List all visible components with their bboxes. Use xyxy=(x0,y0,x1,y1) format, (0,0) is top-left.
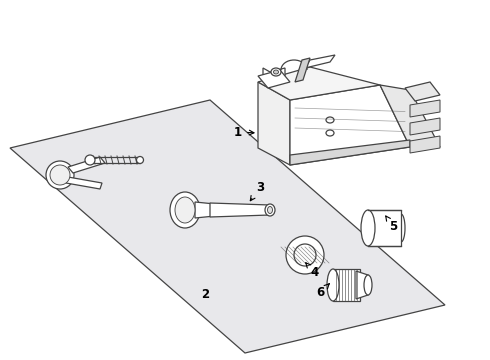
Ellipse shape xyxy=(265,204,275,216)
Polygon shape xyxy=(290,140,410,165)
Polygon shape xyxy=(305,55,335,68)
Polygon shape xyxy=(210,203,270,217)
Ellipse shape xyxy=(364,275,372,295)
Text: 4: 4 xyxy=(306,263,319,279)
Ellipse shape xyxy=(85,155,95,165)
Polygon shape xyxy=(410,118,440,135)
Polygon shape xyxy=(333,269,360,301)
Polygon shape xyxy=(195,202,215,218)
Polygon shape xyxy=(356,271,368,299)
Ellipse shape xyxy=(273,70,278,74)
Polygon shape xyxy=(405,82,440,101)
Polygon shape xyxy=(66,177,102,189)
Polygon shape xyxy=(410,136,440,153)
Ellipse shape xyxy=(175,197,195,223)
Polygon shape xyxy=(368,210,401,246)
Text: 3: 3 xyxy=(250,180,264,201)
Ellipse shape xyxy=(326,117,334,123)
Ellipse shape xyxy=(327,269,339,301)
Polygon shape xyxy=(258,70,290,88)
Ellipse shape xyxy=(170,192,200,228)
Polygon shape xyxy=(10,100,445,353)
Ellipse shape xyxy=(271,68,281,76)
Polygon shape xyxy=(68,157,105,173)
Ellipse shape xyxy=(326,130,334,136)
Polygon shape xyxy=(263,68,285,82)
Ellipse shape xyxy=(268,207,272,213)
Text: 1: 1 xyxy=(234,126,254,139)
Ellipse shape xyxy=(137,157,144,163)
Ellipse shape xyxy=(50,165,70,185)
Text: 2: 2 xyxy=(201,288,209,302)
Text: 6: 6 xyxy=(316,284,329,300)
Polygon shape xyxy=(258,82,290,165)
Polygon shape xyxy=(410,100,440,117)
Ellipse shape xyxy=(361,210,375,246)
Polygon shape xyxy=(380,85,440,147)
Ellipse shape xyxy=(46,161,74,189)
Text: 5: 5 xyxy=(386,216,397,233)
Ellipse shape xyxy=(286,236,324,274)
Ellipse shape xyxy=(294,244,316,266)
Polygon shape xyxy=(295,58,310,82)
Polygon shape xyxy=(290,85,410,165)
Polygon shape xyxy=(258,67,380,100)
